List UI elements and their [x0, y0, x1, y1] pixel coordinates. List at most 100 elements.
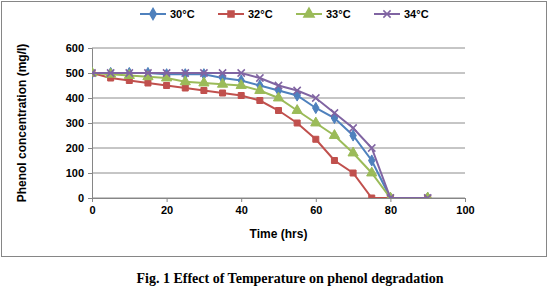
tick: 400	[66, 92, 92, 104]
marker	[180, 76, 190, 85]
tick-mark	[88, 123, 92, 124]
marker	[217, 78, 227, 87]
tick: 80	[385, 198, 397, 216]
marker	[349, 124, 356, 131]
marker	[164, 83, 170, 89]
axis-line	[88, 49, 93, 199]
marker	[124, 70, 134, 79]
series-line	[92, 73, 428, 198]
marker	[313, 102, 319, 113]
tick-mark	[241, 198, 242, 202]
marker	[424, 194, 431, 198]
marker	[294, 120, 300, 126]
marker	[387, 194, 394, 198]
marker	[294, 87, 301, 94]
tick: 500	[66, 67, 92, 79]
marker	[313, 136, 319, 142]
tick: 200	[66, 142, 92, 154]
tick-label: 300	[66, 117, 84, 129]
grid	[92, 48, 465, 198]
marker	[350, 170, 356, 176]
tick-label: 80	[385, 204, 397, 216]
tick: 100	[456, 198, 474, 216]
tick: 0	[78, 192, 92, 204]
tick-mark	[167, 198, 168, 202]
series-line	[92, 73, 428, 198]
x-axis-title: Time (hrs)	[250, 227, 308, 241]
marker	[255, 85, 265, 94]
x-axis: 0 20 40 60 80 100	[89, 198, 474, 216]
tick-mark	[88, 198, 92, 199]
tick: 40	[236, 198, 248, 216]
marker	[312, 94, 319, 101]
tick-mark	[92, 198, 93, 202]
tick-label: 400	[66, 92, 84, 104]
marker	[348, 147, 358, 156]
tick: 60	[310, 198, 322, 216]
legend-item: 30°C	[140, 8, 195, 20]
markers	[92, 70, 431, 198]
marker	[238, 93, 244, 99]
tick-label: 0	[89, 204, 95, 216]
tick: 0	[89, 198, 95, 216]
marker	[92, 67, 97, 76]
marker	[368, 144, 375, 151]
tick-label: 0	[78, 192, 84, 204]
tick-mark	[88, 73, 92, 74]
tick-label: 40	[236, 204, 248, 216]
grid-line	[92, 123, 465, 124]
markers	[92, 67, 433, 198]
marker	[292, 105, 302, 114]
plot: 0 100 200 300 400 500 600 0 20 40 60 80 100	[66, 42, 475, 216]
tick-label: 200	[66, 142, 84, 154]
tick-mark	[88, 48, 92, 49]
marker	[200, 69, 207, 76]
legend-label: 33°C	[326, 8, 351, 20]
legend-marker	[150, 8, 156, 19]
series-group	[92, 67, 433, 198]
legend-marker	[304, 8, 314, 17]
markers	[92, 69, 431, 198]
marker	[311, 117, 321, 126]
tick-mark	[88, 173, 92, 174]
marker	[367, 167, 377, 176]
tick: 20	[161, 198, 173, 216]
legend-item: 32°C	[218, 8, 273, 20]
legend-marker	[383, 10, 390, 17]
tick-mark	[390, 198, 391, 202]
marker	[163, 69, 170, 76]
marker	[331, 109, 338, 116]
tick: 600	[66, 42, 92, 54]
legend-marker	[228, 11, 234, 17]
series-line	[92, 73, 428, 198]
marker	[236, 80, 246, 89]
marker	[220, 90, 226, 96]
legend-item: 33°C	[296, 8, 351, 20]
axis-line	[93, 199, 466, 203]
tick-label: 100	[456, 204, 474, 216]
tick: 300	[66, 117, 92, 129]
marker	[331, 158, 337, 164]
caption: Fig. 1 Effect of Temperature on phenol d…	[137, 271, 444, 286]
series-line	[92, 73, 428, 198]
tick-label: 600	[66, 42, 84, 54]
tick-mark	[465, 198, 466, 202]
grid-line	[92, 48, 465, 49]
marker	[92, 69, 96, 76]
marker	[182, 85, 188, 91]
marker	[219, 69, 226, 76]
legend-item: 34°C	[374, 8, 429, 20]
tick: 100	[66, 167, 92, 179]
marker	[329, 130, 339, 139]
marker	[144, 69, 151, 76]
marker	[201, 88, 207, 94]
tick-label: 20	[161, 204, 173, 216]
legend-label: 32°C	[248, 8, 273, 20]
tick-mark	[316, 198, 317, 202]
tick-mark	[88, 98, 92, 99]
marker	[369, 195, 375, 198]
marker	[199, 77, 209, 86]
marker	[107, 69, 114, 76]
marker	[257, 98, 263, 104]
marker	[273, 92, 283, 101]
